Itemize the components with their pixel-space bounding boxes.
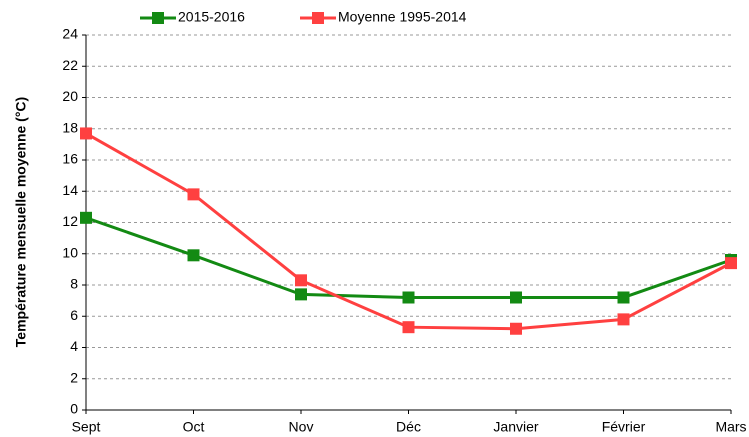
y-tick-label: 8 — [70, 276, 78, 292]
x-tick-label: Février — [602, 419, 646, 435]
y-tick-label: 6 — [70, 307, 78, 323]
x-tick-label: Déc — [396, 419, 421, 435]
y-tick-label: 14 — [62, 182, 78, 198]
data-point — [725, 257, 737, 270]
series-line — [85, 216, 732, 299]
data-point — [187, 188, 200, 201]
data-point — [80, 127, 92, 140]
y-tick-label: 16 — [62, 151, 78, 167]
legend-marker — [312, 12, 324, 24]
y-tick-label: 24 — [62, 26, 78, 42]
x-tick-label: Sept — [72, 419, 101, 435]
y-tick-label: 2 — [70, 369, 78, 385]
y-tick-label: 12 — [62, 213, 78, 229]
y-tick-label: 4 — [70, 338, 78, 354]
x-tick-label: Nov — [289, 419, 314, 435]
data-point — [510, 322, 522, 335]
data-point — [187, 249, 200, 262]
data-point — [402, 291, 415, 304]
data-point — [617, 291, 630, 304]
data-point — [617, 313, 630, 326]
legend-label: Moyenne 1995-2014 — [338, 9, 467, 25]
data-point — [510, 291, 522, 304]
y-axis-label: Température mensuelle moyenne (°C) — [13, 97, 29, 347]
y-tick-label: 20 — [62, 88, 78, 104]
data-point — [295, 288, 307, 301]
y-tick-label: 10 — [62, 244, 78, 260]
data-point — [295, 274, 307, 287]
legend-marker — [152, 12, 164, 24]
x-tick-label: Oct — [183, 419, 205, 435]
y-tick-label: 0 — [70, 401, 78, 417]
y-tick-label: 18 — [62, 119, 78, 135]
x-tick-label: Janvier — [493, 419, 538, 435]
data-point — [80, 211, 92, 224]
data-point — [402, 321, 415, 334]
x-tick-label: Mars — [715, 419, 746, 435]
legend-label: 2015-2016 — [178, 9, 245, 25]
y-tick-label: 22 — [62, 57, 78, 73]
